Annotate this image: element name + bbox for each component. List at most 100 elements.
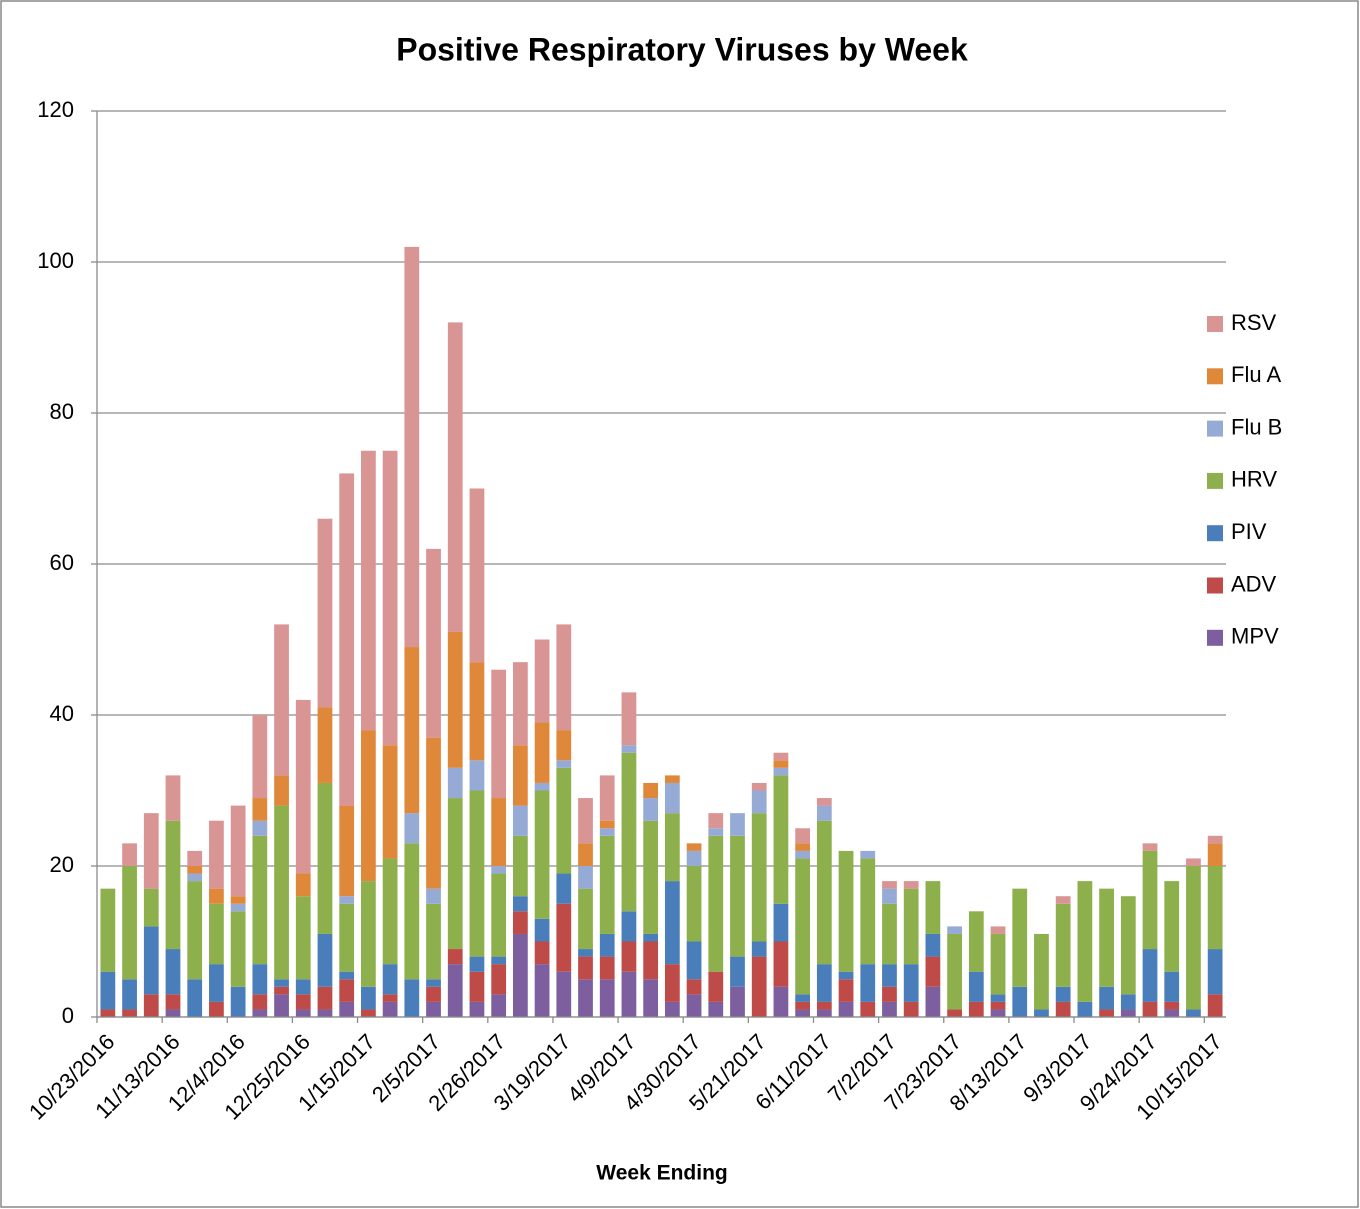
bar-segment: [1120, 1009, 1136, 1017]
bar-segment: [925, 986, 941, 1017]
bar-segment: [404, 979, 420, 1017]
y-tick-label: 20: [50, 852, 74, 877]
bar-segment: [122, 866, 137, 980]
bar-segment: [578, 979, 593, 1017]
bar-segment: [643, 933, 659, 942]
bar-segment: [556, 971, 572, 1017]
bar-segment: [382, 450, 398, 746]
bar-segment: [339, 805, 355, 897]
bar-segment: [816, 1001, 832, 1010]
bar-segment: [339, 473, 355, 806]
bar-segment: [361, 881, 376, 987]
bar-segment: [469, 760, 485, 791]
bar-segment: [643, 941, 659, 980]
bar-segment: [447, 767, 463, 799]
legend-label: HRV: [1231, 467, 1277, 492]
bar-segment: [708, 835, 724, 972]
bar-segment: [534, 918, 550, 942]
bar-segment: [816, 805, 832, 821]
bar-segment: [491, 873, 507, 957]
bar-segment: [534, 782, 550, 791]
bar-segment: [621, 692, 637, 746]
legend-label: ADV: [1231, 571, 1277, 596]
bar-segment: [404, 246, 420, 648]
bar-segment: [556, 730, 572, 761]
legend-label: PIV: [1231, 519, 1267, 544]
bar-segment: [512, 745, 528, 806]
bar-segment: [447, 798, 463, 950]
bar-segment: [382, 1001, 398, 1017]
bar-segment: [534, 790, 550, 919]
bar-segment: [1164, 881, 1180, 972]
bar-segment: [686, 843, 702, 851]
bar-segment: [1207, 835, 1223, 844]
bar-segment: [361, 1009, 376, 1017]
bar-segment: [491, 964, 507, 995]
bar-segment: [925, 933, 941, 957]
bar-segment: [100, 1009, 116, 1017]
bar-segment: [230, 903, 246, 912]
bar-segment: [404, 647, 420, 814]
legend-swatch: [1207, 629, 1223, 646]
bar-segment: [534, 941, 550, 965]
bar-segment: [252, 715, 268, 799]
bar-segment: [556, 767, 572, 874]
bar-segment: [990, 994, 1006, 1002]
bar-segment: [187, 881, 203, 980]
bar-segment: [361, 986, 376, 1010]
bar-segment: [816, 964, 832, 1002]
bar-segment: [1142, 949, 1158, 1002]
bar-segment: [317, 933, 333, 987]
bar-segment: [426, 979, 441, 987]
bar-segment: [187, 850, 203, 866]
bar-segment: [1207, 994, 1223, 1017]
bar-segment: [664, 782, 680, 814]
bar-segment: [795, 843, 811, 851]
bar-segment: [903, 888, 919, 965]
bar-segment: [664, 813, 680, 882]
bar-segment: [447, 631, 463, 768]
legend-swatch: [1207, 420, 1223, 437]
bar-segment: [491, 866, 507, 874]
bar-segment: [578, 956, 593, 980]
bar-segment: [165, 949, 181, 995]
x-axis-label: Week Ending: [596, 1162, 727, 1185]
bar-segment: [317, 782, 333, 934]
bar-segment: [578, 866, 593, 889]
y-tick-label: 0: [62, 1003, 74, 1028]
bar-segment: [165, 820, 181, 950]
bar-segment: [990, 926, 1006, 934]
bar-segment: [1164, 1009, 1180, 1017]
bar-segment: [165, 994, 181, 1010]
bar-segment: [773, 941, 789, 987]
bar-segment: [274, 624, 289, 776]
bar-segment: [730, 956, 745, 987]
bar-segment: [882, 881, 897, 889]
bar-segment: [947, 933, 962, 1010]
bar-segment: [491, 798, 507, 866]
bar-segment: [578, 888, 593, 950]
bar-segment: [599, 835, 615, 934]
bar-segment: [187, 979, 203, 1017]
bar-segment: [339, 979, 355, 1002]
bar-segment: [599, 820, 615, 829]
bar-segment: [968, 911, 984, 972]
bar-segment: [621, 941, 637, 972]
bar-segment: [143, 888, 159, 927]
bar-segment: [1099, 986, 1114, 1010]
bar-segment: [512, 933, 528, 1017]
bar-segment: [274, 805, 289, 980]
bar-segment: [339, 903, 355, 972]
bar-segment: [751, 790, 767, 814]
bar-segment: [122, 843, 137, 866]
bar-segment: [317, 518, 333, 708]
bar-segment: [556, 873, 572, 904]
bar-segment: [686, 994, 702, 1017]
bar-segment: [816, 798, 832, 806]
bar-segment: [947, 1009, 962, 1017]
bar-segment: [1120, 994, 1136, 1010]
bar-segment: [469, 956, 485, 972]
bar-segment: [382, 745, 398, 859]
bar-segment: [252, 798, 268, 821]
bar-segment: [795, 858, 811, 995]
